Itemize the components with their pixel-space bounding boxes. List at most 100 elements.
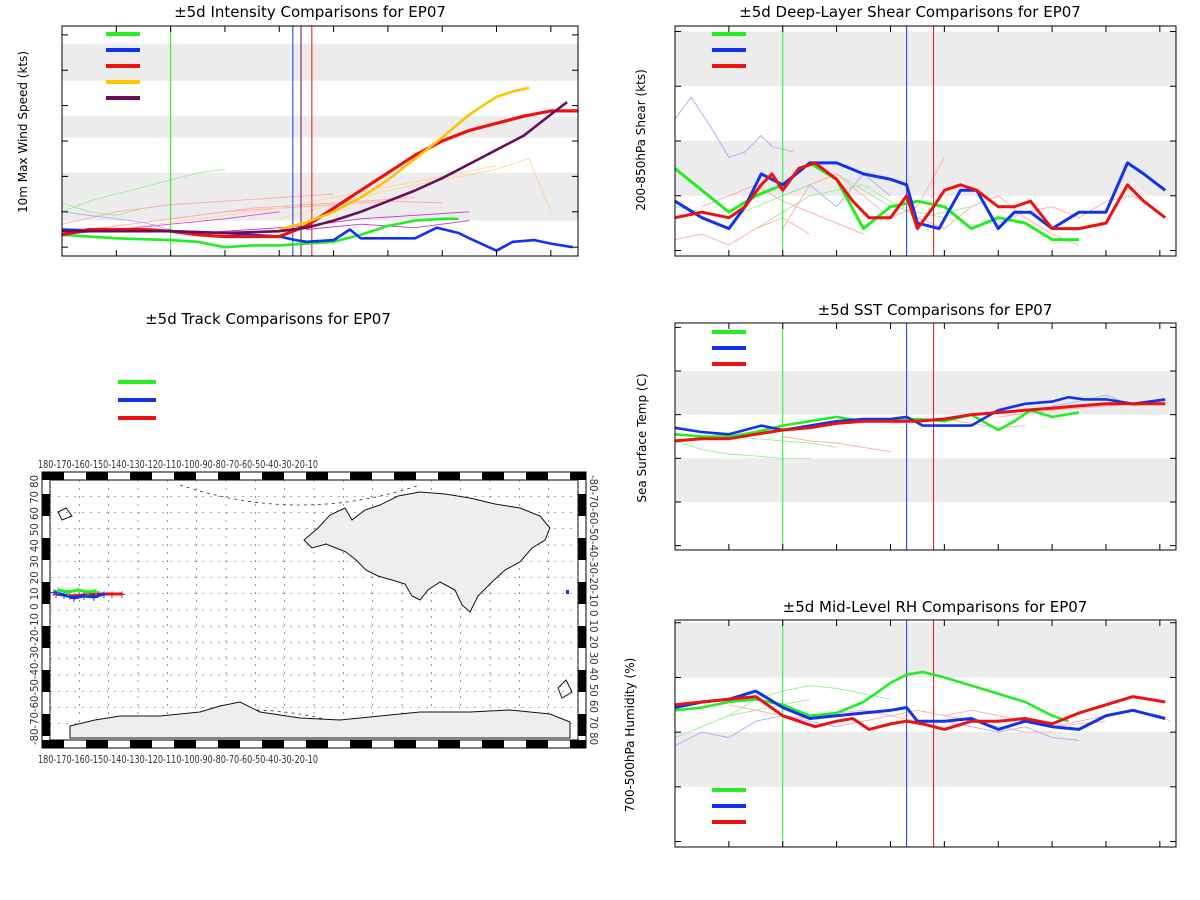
map-border-checker	[578, 538, 586, 560]
map-border-checker	[570, 472, 586, 480]
ensemble-line	[782, 436, 891, 453]
sst-chart-title: ±5d SST Comparisons for EP07	[818, 301, 1053, 319]
map-border-checker	[174, 472, 196, 480]
series-line-hwrf	[674, 689, 1166, 731]
track-marker: +	[63, 586, 72, 599]
track-map: 180-170-160-150-140-130-120-110-100-90-8…	[28, 458, 600, 766]
ensemble-line	[755, 184, 972, 229]
series-line-gfs	[674, 161, 1167, 231]
track-marker-east	[566, 590, 569, 594]
map-border-checker	[482, 472, 504, 480]
intensity-chart: ±5d Intensity Comparisons for EP07 10m M…	[16, 3, 579, 257]
ensemble-line	[998, 195, 1161, 224]
map-border-checker	[86, 472, 108, 480]
ensemble-line	[116, 165, 497, 230]
track-marker: +	[89, 591, 98, 604]
track-marker: +	[117, 588, 126, 601]
track-marker: +	[99, 588, 108, 601]
ensemble-line	[728, 704, 918, 722]
plot-band	[62, 116, 578, 138]
track-chart-title: ±5d Track Comparisons for EP07	[145, 310, 391, 328]
ensemble-line	[917, 195, 1080, 246]
map-border-checker	[394, 472, 416, 480]
map-border-checker	[174, 740, 196, 748]
map-border-checker	[42, 740, 64, 748]
intensity-chart-title: ±5d Intensity Comparisons for EP07	[174, 3, 446, 21]
map-border-checker	[86, 740, 108, 748]
map-border-checker	[578, 714, 586, 736]
plot-band	[62, 172, 578, 221]
map-landmass-fragment	[557, 679, 573, 699]
map-border-checker	[42, 626, 50, 648]
ensemble-line	[279, 158, 552, 220]
map-border-checker	[482, 740, 504, 748]
map-border-checker	[578, 582, 586, 604]
track-marker: +	[51, 588, 60, 601]
map-border-checker	[394, 740, 416, 748]
track-marker: +	[59, 589, 68, 602]
series-line-gfdl	[61, 217, 459, 249]
track-marker: +	[107, 588, 116, 601]
map-border-checker	[526, 740, 548, 748]
series-line-gfs	[674, 402, 1166, 443]
rh-chart: ±5d Mid-Level RH Comparisons for EP07 70…	[623, 598, 1177, 848]
map-border-checker	[526, 472, 548, 480]
track-legend	[118, 380, 156, 420]
map-border-checker	[42, 582, 50, 604]
map-border-checker	[42, 714, 50, 736]
map-border-checker	[570, 740, 586, 748]
ensemble-line	[782, 157, 945, 229]
map-border-checker	[578, 626, 586, 648]
track-marker: +	[69, 592, 78, 605]
sst-chart: ±5d SST Comparisons for EP07 Sea Surface…	[635, 301, 1177, 551]
map-border-checker	[218, 472, 240, 480]
series-line-gfs	[674, 695, 1166, 731]
map-landmass-fragment	[57, 507, 73, 521]
map-border-checker	[42, 670, 50, 692]
track-marker: +	[91, 585, 100, 598]
plot-band	[675, 732, 1176, 787]
ensemble-line	[674, 440, 810, 459]
track-panel: ±5d Track Comparisons for EP07 180-170-1…	[28, 310, 600, 766]
plot-band	[675, 458, 1176, 502]
map-top-lon-labels: 180-170-160-150-140-130-120-110-100-90-8…	[38, 458, 318, 471]
ensemble-line	[197, 211, 470, 234]
map-landmass-antarctica	[69, 701, 571, 739]
ensemble-line	[674, 217, 810, 246]
rh-chart-title: ±5d Mid-Level RH Comparisons for EP07	[783, 598, 1088, 616]
ensemble-line	[170, 200, 443, 220]
ensemble-line	[674, 698, 810, 739]
map-border-checker	[130, 472, 152, 480]
map-landmass-eurasia	[303, 491, 551, 613]
map-border-checker	[42, 538, 50, 560]
ensemble-line	[61, 211, 171, 230]
ensemble-line	[1052, 709, 1171, 728]
rh-chart-ylabel: 700-500hPa Humidity (%)	[623, 658, 637, 813]
shear-chart: ±5d Deep-Layer Shear Comparisons for EP0…	[634, 3, 1177, 257]
map-border-checker	[306, 472, 328, 480]
plot-frame	[674, 619, 1177, 848]
track-marker: +	[73, 584, 82, 597]
map-border-checker	[42, 472, 64, 480]
series-line-hwrf	[674, 161, 1167, 231]
map-border-checker	[350, 472, 372, 480]
map-border-checker	[438, 472, 460, 480]
map-right-lat-labels: -80-70-60-50-40-30-20-10 0 10 20 30 40 5…	[587, 475, 600, 745]
series-line-gfdl	[674, 670, 1069, 723]
ensemble-line	[61, 193, 334, 225]
track-marker: +	[53, 584, 62, 597]
map-border-checker	[130, 740, 152, 748]
map-border-checker	[578, 670, 586, 692]
plot-band	[675, 371, 1176, 415]
map-border-checker	[42, 494, 50, 516]
track-line-gfdl	[57, 588, 97, 594]
track-marker: +	[49, 586, 58, 599]
ensemble-line	[61, 168, 225, 213]
plot-band	[675, 31, 1176, 87]
intensity-chart-ylabel: 10m Max Wind Speed (kts)	[16, 51, 30, 213]
sst-chart-ylabel: Sea Surface Temp (C)	[635, 373, 649, 502]
map-border-checker	[350, 740, 372, 748]
map-border-checker	[438, 740, 460, 748]
map-bottom-lon-labels: 180-170-160-150-140-130-120-110-100-90-8…	[38, 753, 318, 766]
